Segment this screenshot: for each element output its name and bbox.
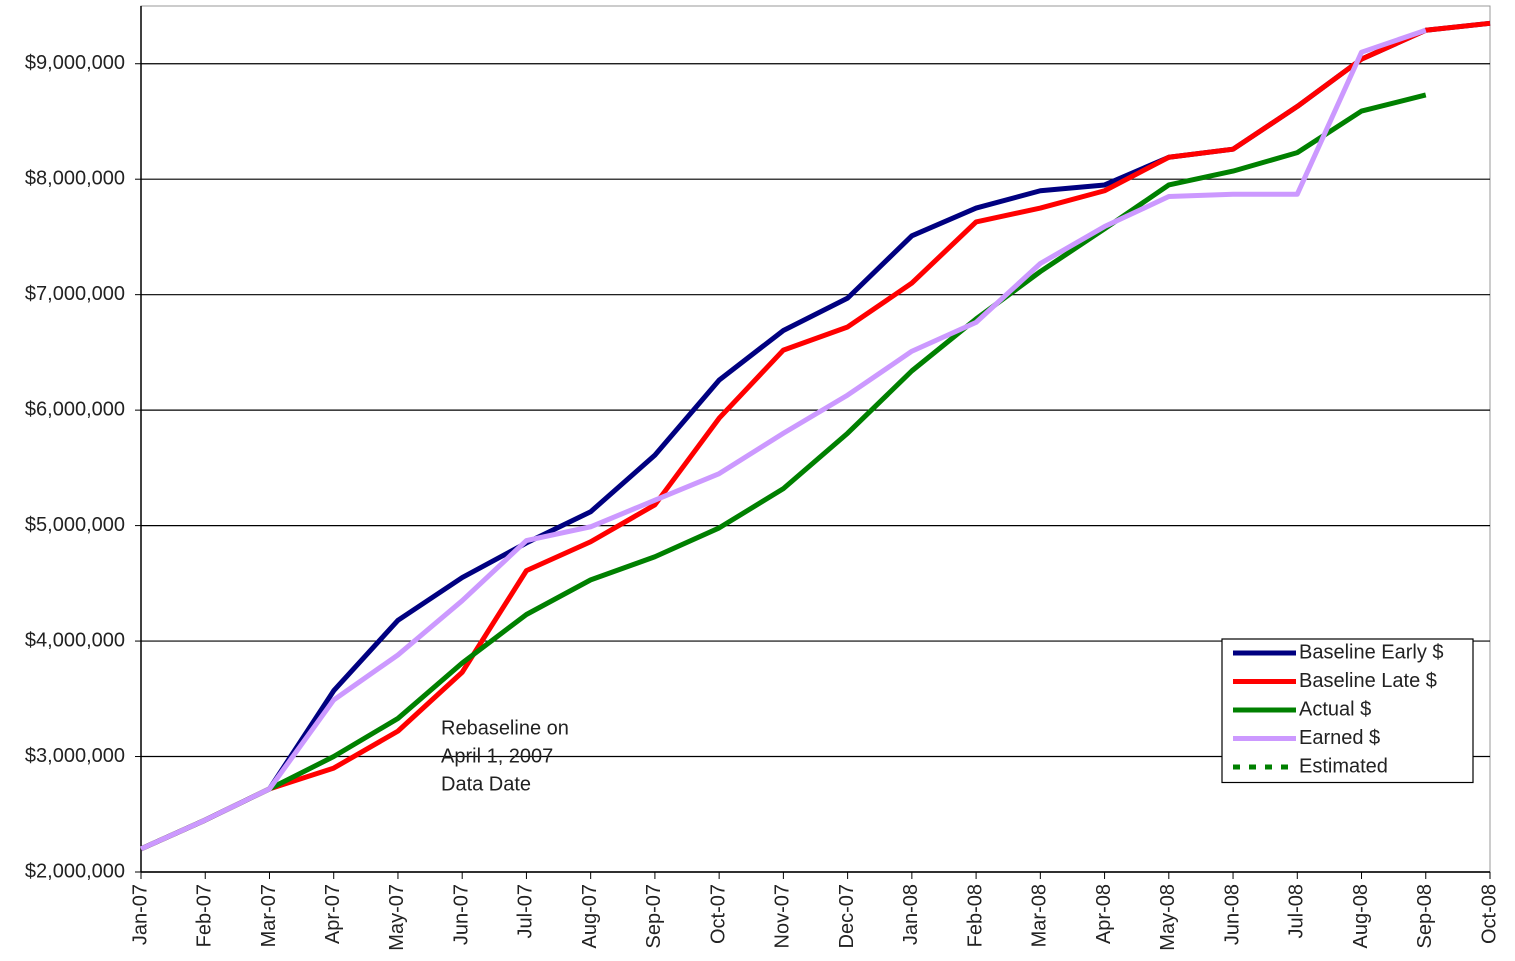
series-line [139,92,1427,852]
y-tick-label: $7,000,000 [25,283,125,305]
y-tick-label: $9,000,000 [25,52,125,74]
x-tick-label: Sep-08 [1414,884,1436,949]
series-line [139,20,1491,852]
y-tick-label: $3,000,000 [25,745,125,767]
legend-label: Earned $ [1299,727,1380,749]
annotation: Data Date [441,773,531,795]
x-tick-label: Mar-08 [1029,884,1051,947]
y-tick-label: $4,000,000 [25,629,125,651]
x-tick-label: Apr-08 [1093,884,1115,944]
x-tick-label: Aug-07 [579,884,601,949]
x-tick-label: Oct-07 [707,884,729,944]
y-tick-label: $5,000,000 [25,514,125,536]
annotation: Rebaseline on [441,717,569,739]
legend-label: Actual $ [1299,698,1371,720]
x-tick-label: May-08 [1157,884,1179,951]
x-tick-label: Dec-07 [836,884,858,948]
x-tick-label: Jul-08 [1286,884,1308,938]
y-tick-label: $2,000,000 [25,860,125,882]
x-tick-label: Aug-08 [1350,884,1372,949]
x-tick-label: Apr-07 [322,884,344,944]
x-tick-label: Oct-08 [1478,884,1500,944]
y-tick-label: $6,000,000 [25,398,125,420]
x-tick-label: Jan-08 [900,884,922,945]
x-tick-label: Jun-07 [450,884,472,945]
y-tick-label: $8,000,000 [25,167,125,189]
annotation: April 1, 2007 [441,745,553,767]
legend: Baseline Early $ Baseline Late $ Actual $ E… [1221,638,1474,784]
x-tick-label: May-07 [386,884,408,951]
x-tick-label: Jun-08 [1221,884,1243,945]
x-tick-label: Jul-07 [515,884,537,938]
legend-label: Estimated [1299,755,1388,777]
x-tick-label: Jan-07 [129,884,151,945]
series-line [139,27,1427,852]
legend-label: Baseline Late $ [1299,670,1437,692]
x-tick-label: Feb-07 [194,884,216,947]
x-tick-label: Mar-07 [258,884,280,947]
x-tick-label: Sep-07 [643,884,665,949]
x-tick-label: Nov-07 [772,884,794,948]
legend-label: Baseline Early $ [1299,641,1444,663]
x-tick-label: Feb-08 [964,884,986,947]
